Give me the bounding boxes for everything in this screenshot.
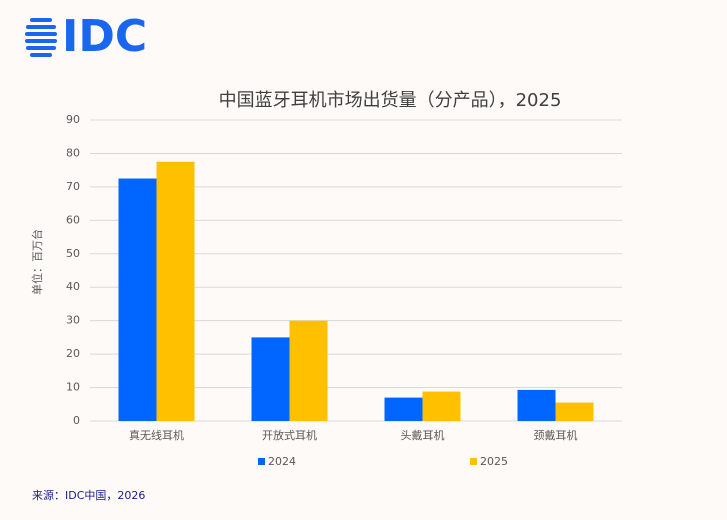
bar [251, 337, 290, 421]
x-tick-label: 真无线耳机 [129, 428, 184, 442]
x-tick-label: 头戴耳机 [401, 428, 445, 442]
y-tick-label: 50 [66, 247, 80, 260]
y-tick-label: 20 [66, 347, 80, 360]
y-tick-label: 80 [66, 146, 80, 159]
legend-swatch [470, 458, 477, 465]
y-tick-label: 90 [66, 113, 80, 126]
source: 来源：IDC中国，2026 [32, 488, 145, 502]
bar [422, 391, 461, 421]
x-tick-label: 开放式耳机 [262, 428, 317, 442]
bar [555, 402, 594, 421]
logo-mark [25, 18, 57, 57]
y-tick-label: 40 [66, 280, 80, 293]
bar [289, 320, 328, 421]
y-tick-label: 70 [66, 180, 80, 193]
logo-text: IDC [62, 11, 147, 62]
y-tick-label: 0 [73, 414, 80, 427]
legend-swatch [258, 458, 265, 465]
bar [384, 397, 423, 421]
y-axis-label: 单位：百万台 [30, 229, 44, 295]
legend-label: 2025 [480, 455, 508, 468]
y-tick-label: 60 [66, 213, 80, 226]
y-tick-label: 10 [66, 381, 80, 394]
bar [517, 389, 556, 421]
x-tick-label: 颈戴耳机 [534, 428, 578, 442]
bar [156, 161, 195, 422]
y-tick-label: 30 [66, 314, 80, 327]
chart-title: 中国蓝牙耳机市场出货量（分产品），2025 [219, 90, 562, 111]
legend-label: 2024 [268, 455, 296, 468]
bar [118, 178, 157, 421]
